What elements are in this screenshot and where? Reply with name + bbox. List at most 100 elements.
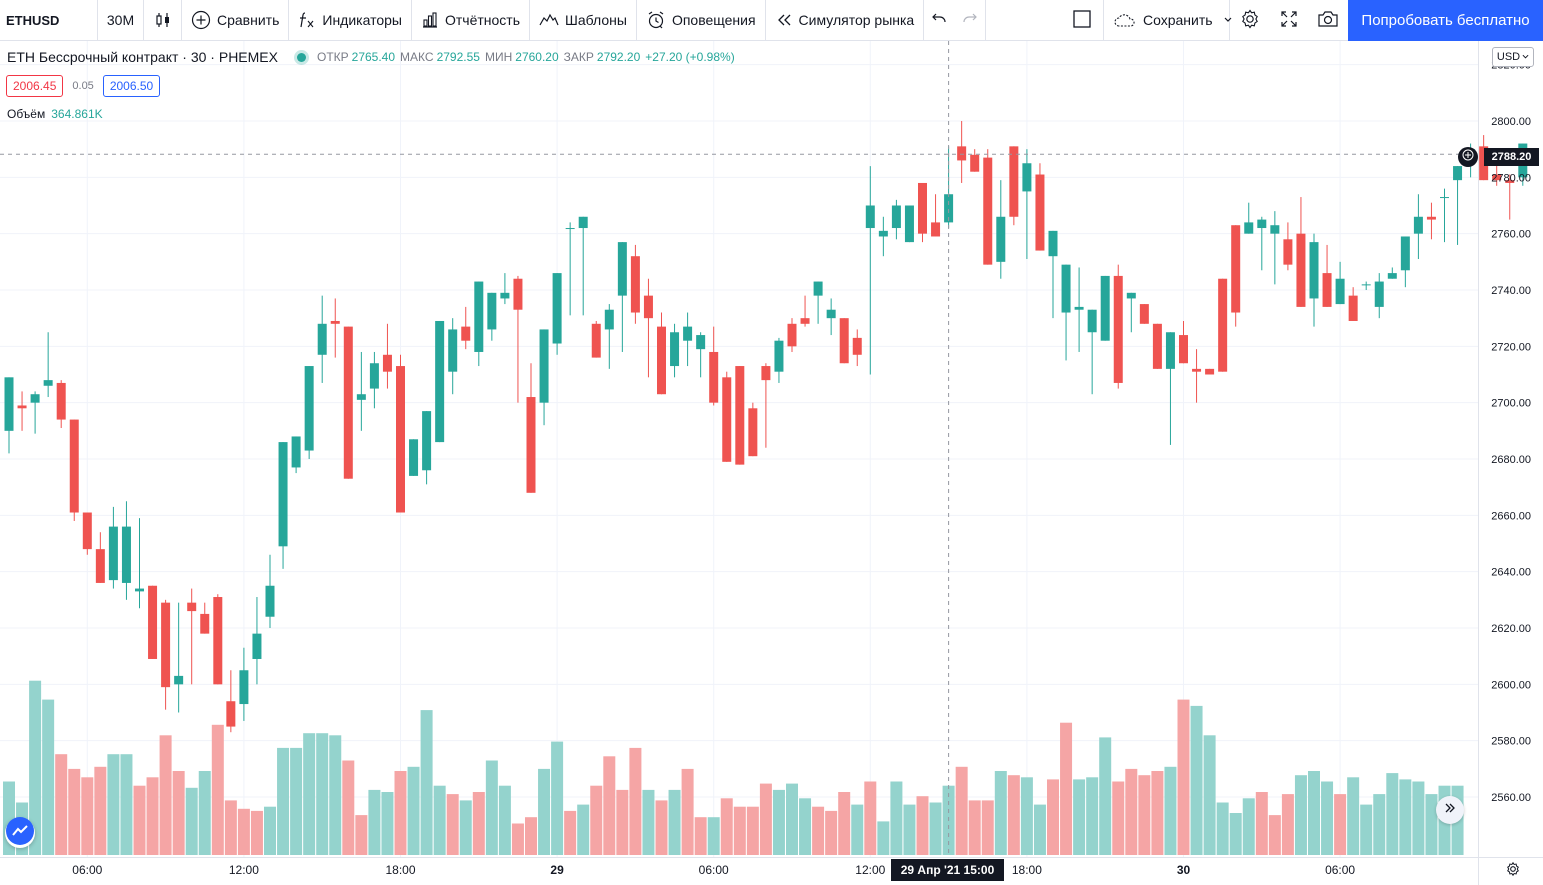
candle-body (330, 320, 340, 324)
sell-button[interactable]: 2006.45 (6, 75, 64, 97)
save-button[interactable]: Сохранить (1104, 0, 1233, 41)
market-status-dot[interactable] (296, 52, 306, 62)
interval-button[interactable]: 30М (98, 0, 144, 41)
volume-bar (1033, 804, 1046, 855)
candle-body (918, 182, 927, 234)
save-label: Сохранить (1143, 12, 1213, 28)
redo-button[interactable] (954, 0, 987, 41)
candle-body (552, 273, 562, 344)
candle-body (252, 633, 262, 659)
chevron-down-icon (1522, 51, 1529, 63)
volume-bar (577, 804, 590, 855)
buy-button[interactable]: 2006.50 (102, 75, 161, 97)
plus-circle-icon (191, 10, 211, 30)
try-free-button[interactable]: Попробовать бесплатно (1348, 0, 1543, 41)
candle-body (135, 588, 144, 592)
volume-bar (1151, 771, 1164, 855)
candle-body (213, 597, 223, 685)
volume-legend[interactable]: Объём 364.861K (7, 107, 103, 121)
rewind-icon (775, 11, 793, 29)
candle-body (17, 405, 27, 409)
compare-button[interactable]: Сравнить (182, 0, 290, 41)
settings-button[interactable] (1230, 0, 1270, 41)
candle-body (735, 366, 745, 465)
volume-bar (1360, 804, 1373, 855)
volume-bar (81, 777, 94, 855)
volume-bar (159, 735, 172, 855)
price-tick-label: 2660.00 (1491, 510, 1531, 522)
volume-bar (759, 783, 772, 855)
volume-bar (472, 792, 485, 855)
currency-selector[interactable]: USD (1492, 47, 1534, 67)
volume-bar (211, 724, 224, 855)
candle-body (983, 157, 993, 265)
chart-type-button[interactable] (144, 0, 182, 41)
candle-body (1309, 242, 1319, 299)
volume-bar (590, 785, 603, 855)
camera-icon (1317, 10, 1339, 31)
time-tick-label: 12:00 (229, 863, 259, 877)
volume-bar (1086, 777, 1099, 855)
alerts-button[interactable]: Оповещения (637, 0, 766, 41)
candle-body (1035, 174, 1045, 251)
candle-body (1348, 295, 1358, 321)
candle-body (996, 216, 1006, 262)
alerts-label: Оповещения (671, 12, 756, 28)
candle-body (369, 363, 379, 389)
volume-bar (355, 815, 368, 855)
fullscreen-button[interactable] (1270, 0, 1308, 41)
reports-button[interactable]: Отчётность (412, 0, 531, 41)
volume-bar (1268, 815, 1281, 855)
volume-bar (368, 789, 381, 855)
snapshot-button[interactable] (1308, 0, 1348, 41)
candle-body (174, 675, 184, 685)
close-value: 2792.20 (596, 50, 641, 64)
indicators-button[interactable]: Индикаторы (289, 0, 412, 41)
templates-label: Шаблоны (565, 12, 627, 28)
symbol-search-button[interactable]: ETHUSD (0, 0, 98, 41)
candle-body (604, 309, 614, 330)
volume-bar (316, 733, 329, 855)
time-tick-label: 29 (550, 863, 564, 877)
volume-bar (551, 741, 564, 855)
volume-bar (107, 754, 120, 855)
candle-body (474, 281, 484, 352)
volume-bar (1281, 794, 1294, 855)
layout-button[interactable] (1060, 0, 1104, 41)
templates-button[interactable]: Шаблоны (530, 0, 637, 41)
price-tick-label: 2760.00 (1491, 229, 1531, 241)
time-tick-label: 06:00 (1325, 863, 1355, 877)
series-title[interactable]: ETH Бессрочный контракт · 30 · PHEMEX (7, 49, 278, 65)
volume-bar (629, 747, 642, 855)
tradingview-logo-button[interactable] (5, 816, 35, 848)
candle-body (1440, 197, 1449, 199)
chart-area[interactable]: 2560.00 2580.00 2600.00 2620.00 2640.00 2660.… (0, 41, 1543, 885)
volume-bar (603, 756, 616, 855)
volume-bar (498, 785, 511, 855)
volume-bar (994, 771, 1007, 855)
volume-bar (838, 792, 851, 855)
add-alert-button[interactable] (1458, 147, 1478, 167)
candle-body (578, 216, 588, 229)
replay-button[interactable]: Симулятор рынка (766, 0, 925, 41)
candle-body (852, 337, 862, 355)
volume-bar (525, 817, 537, 855)
candle-body (1100, 275, 1110, 341)
candle-body (944, 194, 954, 223)
volume-bar (185, 787, 198, 855)
chart-settings-button[interactable] (1503, 861, 1523, 881)
volume-bar (877, 821, 890, 855)
price-chart[interactable]: 2560.00 2580.00 2600.00 2620.00 2640.00 2660.… (0, 41, 1543, 885)
volume-bar (459, 800, 472, 855)
chevron-down-icon (1223, 12, 1233, 28)
volume-bar (68, 768, 81, 855)
volume-bar (955, 766, 968, 855)
square-icon (1072, 9, 1092, 32)
undo-button[interactable] (924, 0, 954, 41)
time-tick-label: 12:00 (855, 863, 885, 877)
candle-body (774, 340, 784, 372)
time-tick-label: 06:00 (699, 863, 729, 877)
volume-bar (1138, 775, 1151, 855)
scroll-to-realtime-button[interactable] (1436, 796, 1464, 824)
candle-body (1453, 166, 1463, 181)
